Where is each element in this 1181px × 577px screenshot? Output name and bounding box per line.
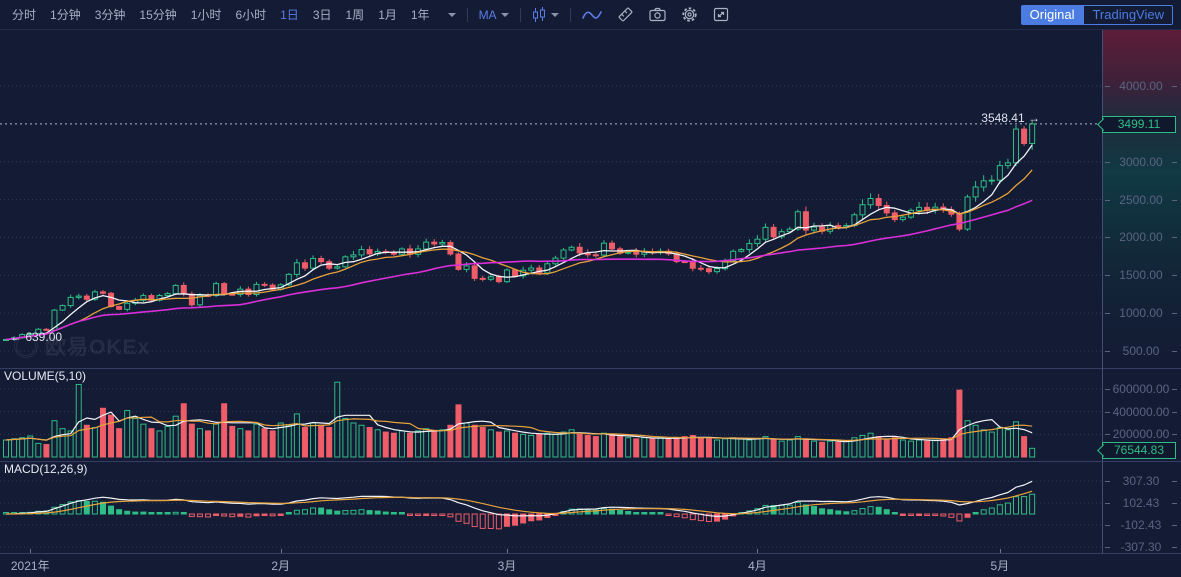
y-axis-label: 400000.00: [1103, 405, 1179, 419]
watermark-text: 欧易OKEx: [45, 336, 151, 359]
low-price-marker: ← 639.00: [10, 330, 63, 344]
toolbar-divider: [569, 7, 571, 22]
x-axis-tick: [30, 549, 32, 553]
y-axis-label: -102.43: [1103, 518, 1179, 532]
toolbar-divider: [519, 7, 521, 22]
y-axis-label: 102.43: [1103, 496, 1179, 510]
interval-5[interactable]: 1小时: [190, 8, 222, 22]
price-gridlines: [0, 85, 1102, 352]
interval-2[interactable]: 1分钟: [50, 8, 81, 22]
macd-histogram: [3, 493, 1036, 530]
mode-tradingview-button[interactable]: TradingView: [1083, 5, 1173, 25]
y-axis-label: 500.00: [1103, 344, 1179, 358]
price-scale-gradient: [1103, 30, 1181, 368]
y-axis-label: 600000.00: [1103, 382, 1179, 396]
mode-original-button[interactable]: Original: [1020, 5, 1084, 25]
interval-11[interactable]: 1年: [410, 8, 430, 22]
more-intervals-chevron-down-icon[interactable]: [447, 12, 456, 17]
interval-6[interactable]: 6小时: [235, 8, 267, 22]
y-axis-label: 4000.00: [1103, 79, 1179, 93]
gear-icon[interactable]: [681, 6, 698, 23]
y-axis-label: 2000.00: [1103, 230, 1179, 244]
candlestick-series: [3, 120, 1036, 341]
x-axis-tick: [506, 549, 508, 553]
x-axis-tick: [757, 549, 759, 553]
interval-1[interactable]: 分时: [12, 8, 37, 22]
chart-mode-toggle: Original TradingView: [1020, 5, 1173, 25]
volume-ma10-line: [5, 416, 1033, 442]
y-axis-label: 1000.00: [1103, 306, 1179, 320]
x-axis-tick: [280, 549, 282, 553]
interval-10[interactable]: 1月: [378, 8, 397, 22]
x-axis-label: 2021年: [10, 559, 50, 573]
price-ma5-line: [5, 144, 1033, 341]
draw-tools-icon[interactable]: [617, 6, 634, 23]
ma-chevron-down-icon: [500, 12, 509, 17]
price-pane[interactable]: [0, 30, 1102, 368]
camera-icon[interactable]: [648, 7, 666, 22]
y-axis-label: 200000.00: [1103, 427, 1179, 441]
interval-3[interactable]: 3分钟: [94, 8, 126, 22]
macd-indicator-label[interactable]: MACD(12,26,9): [4, 462, 88, 476]
x-axis-label: 4月: [748, 559, 767, 573]
high-price-marker: 3548.41 →: [981, 111, 1040, 125]
x-axis-label: 2月: [271, 559, 291, 573]
x-axis-tick: [999, 549, 1001, 553]
y-axis-label: 1500.00: [1103, 268, 1179, 282]
line-chart-icon[interactable]: [581, 8, 602, 22]
volume-pane[interactable]: [0, 368, 1102, 461]
ma-dropdown-label: MA: [478, 7, 497, 22]
price-ma30-line: [5, 199, 1033, 341]
okex-logo-icon: [14, 334, 38, 358]
interval-9[interactable]: 1周: [345, 8, 365, 22]
toolbar-divider: [466, 7, 468, 22]
interval-7[interactable]: 1日: [280, 8, 299, 22]
candle-type-icon: [532, 6, 547, 23]
chart-type-dropdown[interactable]: [532, 6, 559, 23]
interval-4[interactable]: 15分钟: [139, 8, 177, 22]
y-axis-label: 3000.00: [1103, 155, 1179, 169]
macd-pane[interactable]: [0, 461, 1102, 553]
price-ma10-line: [5, 169, 1033, 341]
current-volume-badge: 76544.83: [1102, 442, 1176, 459]
volume-series: [3, 381, 1036, 458]
macd-dea-line: [6, 490, 1033, 515]
y-axis-label: 2500.00: [1103, 193, 1179, 207]
pane-separator[interactable]: [0, 461, 1181, 462]
chart-type-chevron-down-icon: [550, 12, 559, 17]
x-axis-label: 5月: [990, 559, 1010, 573]
price-axis-border: [1102, 30, 1103, 553]
x-axis-separator: [0, 553, 1181, 554]
macd-dif-line: [5, 480, 1033, 518]
watermark: 欧易OKEx: [14, 331, 150, 361]
pane-separator[interactable]: [0, 368, 1181, 369]
toolbar: 分时 1分钟 3分钟 15分钟 1小时 6小时 1日 3日 1周 1月 1年 MA: [0, 0, 1181, 30]
current-price-badge: 3499.11: [1102, 116, 1176, 133]
y-axis-label: 307.30: [1103, 474, 1179, 488]
x-axis-label: 3月: [497, 559, 517, 573]
ma-dropdown[interactable]: MA: [479, 8, 509, 22]
interval-group: 分时 1分钟 3分钟 15分钟 1小时 6小时 1日 3日 1周 1月 1年: [12, 6, 444, 23]
y-axis-label: -307.30: [1103, 540, 1179, 554]
interval-8[interactable]: 3日: [312, 8, 332, 22]
fullscreen-icon[interactable]: [713, 7, 729, 22]
volume-indicator-label[interactable]: VOLUME(5,10): [4, 369, 87, 383]
